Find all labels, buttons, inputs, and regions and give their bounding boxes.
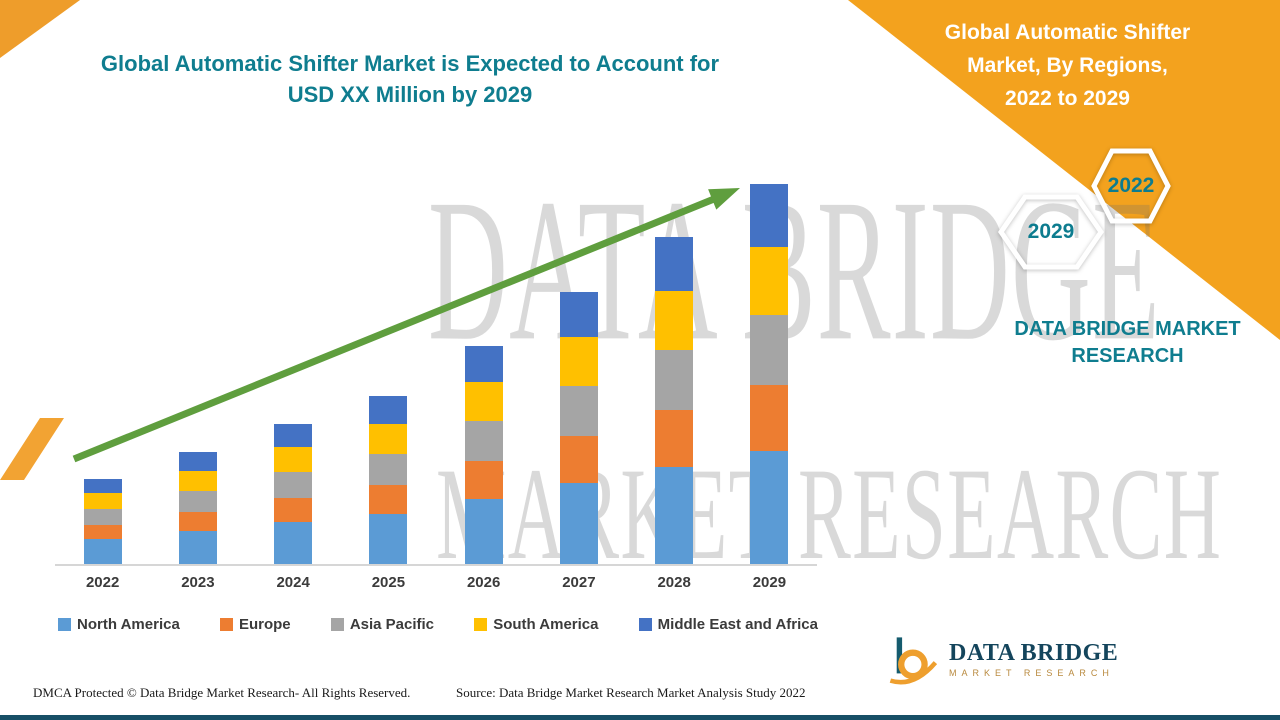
legend-item-europe: Europe — [219, 616, 291, 633]
x-axis-label: 2027 — [562, 574, 596, 591]
legend-item-south-america: South America — [474, 616, 599, 633]
dbmr-logo: DATA BRIDGE MARKET RESEARCH — [885, 632, 1118, 686]
legend-item-middle-east-and-africa: Middle East and Africa — [638, 616, 818, 633]
bar-segment-2025 — [369, 424, 408, 454]
bar-2029 — [750, 184, 789, 564]
bar-segment-2024 — [274, 498, 313, 522]
x-axis-label: 2026 — [466, 574, 501, 591]
bar-segment-2028 — [655, 350, 694, 410]
hexagon-outline-icon — [998, 194, 1104, 270]
x-axis-label: 2028 — [657, 574, 691, 591]
bottom-strip — [0, 715, 1280, 720]
bar-segment-2025 — [369, 485, 408, 514]
source-note: Source: Data Bridge Market Research Mark… — [456, 685, 806, 700]
bar-segment-2029 — [750, 451, 789, 564]
bar-segment-2023 — [178, 531, 217, 564]
bar-segment-2022 — [83, 525, 122, 539]
bar-segment-2026 — [464, 346, 503, 382]
chart-legend: North America Europe Asia Pacific South Ame… — [58, 616, 818, 633]
x-axis-label: 2029 — [752, 574, 787, 591]
chart-title: Global Automatic Shifter Market is Expec… — [100, 51, 720, 107]
bar-2026 — [464, 346, 503, 564]
bar-segment-2024 — [274, 522, 313, 564]
bar-segment-2029 — [750, 315, 789, 385]
dbmr-logo-icon — [889, 637, 938, 685]
bar-segment-2024 — [274, 424, 313, 447]
legend-label: North America — [77, 616, 180, 633]
legend-swatch-icon — [474, 618, 488, 631]
bar-segment-2025 — [369, 514, 408, 564]
logo-subtitle: MARKET RESEARCH — [949, 668, 1114, 678]
bar-segment-2027 — [559, 483, 598, 564]
x-axis-label: 2025 — [371, 574, 406, 591]
bar-2027 — [559, 292, 598, 564]
x-axis-label: 2023 — [181, 574, 215, 591]
bar-segment-2022 — [83, 539, 122, 564]
bar-segment-2026 — [464, 461, 503, 499]
legend-label: Asia Pacific — [349, 616, 435, 633]
dmca-notice: DMCA Protected © Data Bridge Market Rese… — [33, 685, 411, 700]
bar-segment-2029 — [750, 247, 789, 315]
bar-segment-2027 — [559, 292, 598, 337]
hexagon-2029-label: 2029 — [1027, 220, 1075, 243]
bar-segment-2026 — [464, 421, 503, 461]
hexagon-2029: 2029 — [998, 194, 1104, 270]
legend-label: South America — [493, 616, 599, 633]
legend-swatch-icon — [330, 618, 344, 631]
bar-segment-2022 — [83, 479, 122, 493]
legend-swatch-icon — [638, 618, 652, 631]
bar-2028 — [655, 237, 694, 564]
legend-label: Middle East and Africa — [657, 616, 818, 633]
bar-2023 — [178, 452, 217, 564]
bar-segment-2022 — [83, 509, 122, 525]
hexagon-2022: 2022 — [1091, 148, 1171, 224]
bar-segment-2023 — [178, 452, 217, 471]
bar-segment-2022 — [83, 493, 122, 509]
legend-item-asia-pacific: Asia Pacific — [330, 616, 435, 633]
x-axis-labels: 2022 2023 2024 2025 2026 2027 2028 2029 — [55, 574, 817, 591]
bar-2024 — [274, 424, 313, 564]
bar-segment-2026 — [464, 382, 503, 421]
corner-accent-top-left — [0, 0, 80, 58]
bar-segment-2029 — [750, 184, 789, 247]
legend-swatch-icon — [58, 618, 71, 631]
logo-name: DATA BRIDGE — [949, 640, 1119, 666]
bar-segment-2025 — [369, 396, 408, 424]
x-axis-label: 2022 — [85, 574, 120, 591]
bar-segment-2023 — [178, 512, 217, 531]
bar-segment-2027 — [559, 337, 598, 386]
bar-segment-2024 — [274, 472, 313, 498]
bar-2022 — [83, 479, 122, 564]
panel-title: Global Automatic Shifter Market, By Regi… — [944, 21, 1191, 110]
hexagon-2022-label: 2022 — [1107, 174, 1155, 197]
bar-segment-2028 — [655, 410, 694, 467]
bar-segment-2029 — [750, 385, 789, 451]
bar-chart-plot-area — [55, 160, 817, 566]
bar-segment-2028 — [655, 237, 694, 291]
bar-segment-2025 — [369, 454, 408, 485]
legend-label: Europe — [238, 616, 291, 633]
bar-segment-2028 — [655, 467, 694, 564]
bar-segment-2023 — [178, 471, 217, 491]
brand-caption: DATA BRIDGE MARKET RESEARCH — [1014, 318, 1241, 367]
bar-segment-2026 — [464, 499, 503, 564]
bar-segment-2027 — [559, 386, 598, 436]
dbmr-logo-text: DATA BRIDGE MARKET RESEARCH — [949, 640, 1118, 678]
x-axis-label: 2024 — [276, 574, 310, 591]
legend-item-north-america: North America — [58, 616, 180, 633]
bar-2025 — [369, 396, 408, 564]
bar-segment-2024 — [274, 447, 313, 472]
bar-segment-2027 — [559, 436, 598, 483]
bar-segment-2028 — [655, 291, 694, 350]
bar-segment-2023 — [178, 491, 217, 512]
hexagon-outline-icon — [1091, 148, 1171, 224]
legend-swatch-icon — [219, 618, 233, 631]
